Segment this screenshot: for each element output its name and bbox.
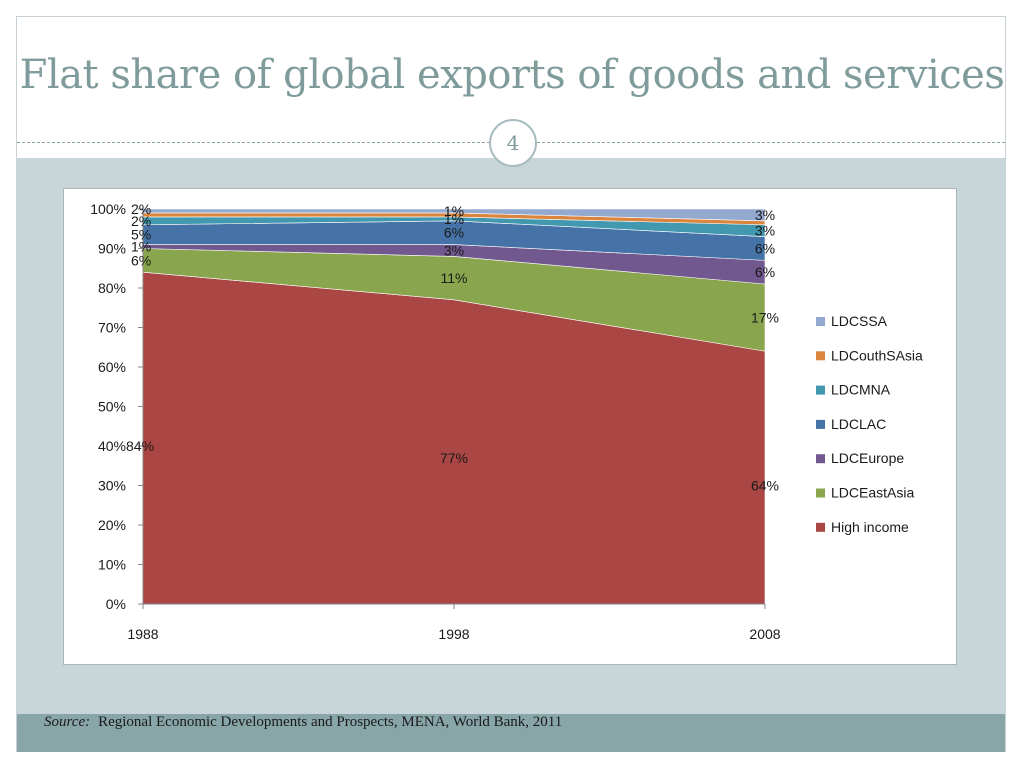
y-tick-label: 0% xyxy=(106,596,126,612)
data-label-ldceurope: 1% xyxy=(131,239,151,255)
y-tick-label: 50% xyxy=(98,399,126,415)
data-label-ldcmna: 1% xyxy=(444,211,464,227)
legend-swatch xyxy=(816,488,825,498)
legend-swatch xyxy=(816,317,825,326)
data-label-ldcssa: 2% xyxy=(131,201,151,217)
legend-label: LDCEurope xyxy=(831,450,904,466)
footer-band xyxy=(17,714,1005,752)
legend-label: LDCLAC xyxy=(831,416,886,432)
y-tick-label: 20% xyxy=(98,517,126,533)
legend-label: LDCouthSAsia xyxy=(831,347,923,363)
legend-swatch xyxy=(816,454,825,464)
legend-swatch xyxy=(816,385,825,395)
legend-label: High income xyxy=(831,519,909,535)
legend-swatch xyxy=(816,419,825,429)
y-tick-label: 80% xyxy=(98,280,126,296)
legend-swatch xyxy=(816,351,825,361)
data-label-ldceurope: 6% xyxy=(755,264,775,280)
y-tick-label: 60% xyxy=(98,359,126,375)
y-tick-label: 10% xyxy=(98,557,126,573)
data-label-ldclac: 5% xyxy=(131,227,151,243)
y-tick-label: 70% xyxy=(98,320,126,336)
source-note: Source: Regional Economic Developments an… xyxy=(44,714,562,731)
data-label-ldcmna: 2% xyxy=(131,213,151,229)
stacked-area-chart: 0% 10% 20% 30% 40% 50% 60% 70% 80% 90% 100% 1988 199… xyxy=(90,201,923,642)
y-tick-label: 30% xyxy=(98,478,126,494)
source-text: Regional Economic Developments and Prosp… xyxy=(98,714,563,730)
data-label-high-income: 64% xyxy=(751,478,779,494)
slide-number-badge: 4 xyxy=(489,119,537,167)
legend-label: LDCEastAsia xyxy=(831,485,914,501)
x-tick-label: 1998 xyxy=(438,626,469,642)
data-label-ldclac: 6% xyxy=(444,225,464,241)
y-tick-label: 90% xyxy=(98,241,126,257)
data-label-ldceurope: 3% xyxy=(444,242,464,258)
slide-title: Flat share of global exports of goods an… xyxy=(19,52,1005,98)
x-tick-label: 2008 xyxy=(749,626,780,642)
legend-swatch xyxy=(816,522,825,532)
legend-label: LDCSSA xyxy=(831,313,888,329)
source-label: Source: xyxy=(44,714,91,730)
data-label-ldclac: 6% xyxy=(755,241,775,257)
data-label-ldcssa: 1% xyxy=(444,203,464,219)
data-label-ldcmna: 3% xyxy=(755,223,775,239)
x-tick-label: 1988 xyxy=(127,626,158,642)
data-label-ldceastasia: 11% xyxy=(441,270,468,286)
data-label-ldceastasia: 17% xyxy=(751,310,779,326)
data-label-ldceastasia: 6% xyxy=(131,252,151,268)
data-label-ldcssa: 3% xyxy=(755,207,775,223)
chart-container: 0% 10% 20% 30% 40% 50% 60% 70% 80% 90% 100% 1988 199… xyxy=(63,188,957,665)
data-label-high-income: 84% xyxy=(126,438,154,454)
data-label-high-income: 77% xyxy=(440,450,468,466)
y-tick-label: 40% xyxy=(98,438,126,454)
y-tick-label: 100% xyxy=(90,201,126,217)
legend-label: LDCMNA xyxy=(831,382,891,398)
